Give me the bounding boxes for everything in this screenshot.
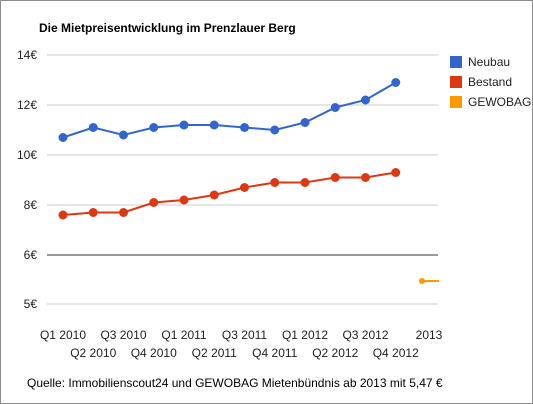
x-tick-label: Q1 2010: [40, 328, 86, 342]
x-tick-label: Q3 2011: [222, 328, 267, 342]
x-tick-label: Q3 2010: [100, 328, 146, 342]
data-point-neubau: [391, 78, 401, 87]
data-point-neubau: [149, 123, 159, 132]
data-point-neubau: [119, 130, 128, 140]
data-point-bestand: [179, 195, 189, 205]
x-tick-label: Q2 2011: [192, 346, 237, 360]
data-point-neubau: [330, 103, 340, 112]
data-point-bestand: [209, 190, 219, 200]
data-point-bestand: [119, 208, 128, 217]
x-tick-label: 2013: [416, 328, 443, 342]
x-tick-label: Q1 2012: [282, 328, 328, 342]
data-point-neubau: [270, 125, 280, 135]
data-point-bestand: [330, 173, 340, 182]
data-point-neubau: [179, 120, 189, 130]
legend-label-gewobag: GEWOBAG: [468, 95, 531, 109]
x-tick-label: Q2 2010: [70, 346, 116, 360]
series-line-neubau: [62, 81, 397, 139]
chart-title: Die Mietpreisentwicklung im Prenzlauer B…: [39, 21, 296, 35]
x-tick-label: Q4 2011: [252, 346, 297, 360]
data-point-gewobag: [419, 277, 425, 284]
y-tick-label: 6€: [24, 248, 38, 262]
x-tick-label: Q2 2012: [312, 346, 358, 360]
legend: Neubau Bestand GEWOBAG: [450, 55, 531, 109]
data-point-bestand: [149, 198, 159, 207]
y-tick-label: 8€: [24, 198, 38, 212]
data-point-bestand: [361, 173, 370, 182]
x-tick-label: Q4 2012: [373, 346, 419, 360]
data-point-bestand: [391, 168, 401, 177]
data-point-neubau: [88, 123, 98, 132]
y-axis-ticks: 5€ 6€ 8€ 10€ 12€ 14€: [17, 48, 37, 311]
x-tick-label: Q1 2011: [161, 328, 206, 342]
legend-swatch-neubau: [450, 56, 462, 68]
data-point-bestand: [88, 208, 98, 217]
legend-label-neubau: Neubau: [468, 55, 510, 69]
legend-swatch-bestand: [450, 76, 462, 88]
source-note: Quelle: Immobilienscout24 und GEWOBAG Mi…: [27, 376, 443, 390]
data-point-neubau: [209, 120, 219, 130]
x-axis-ticks: Q1 2010 Q2 2010 Q3 2010 Q4 2010 Q1 2011 Q2 20…: [40, 328, 443, 360]
series-line-bestand: [62, 171, 396, 216]
series-points: [58, 78, 425, 284]
x-tick-label: Q3 2012: [342, 328, 388, 342]
grid-lines: [47, 54, 438, 305]
data-point-neubau: [240, 123, 249, 132]
y-tick-label: 10€: [17, 148, 37, 162]
data-point-bestand: [58, 210, 68, 220]
data-point-neubau: [58, 133, 68, 142]
y-tick-label: 5€: [24, 297, 38, 311]
data-point-bestand: [300, 178, 310, 187]
legend-label-bestand: Bestand: [468, 75, 512, 89]
y-tick-label: 14€: [17, 48, 37, 62]
data-point-neubau: [361, 95, 370, 105]
data-point-bestand: [270, 178, 280, 187]
x-tick-label: Q4 2010: [131, 346, 177, 360]
legend-swatch-gewobag: [450, 96, 462, 108]
y-tick-label: 12€: [17, 98, 37, 112]
series-lines: [62, 81, 439, 282]
data-point-neubau: [300, 118, 310, 127]
data-point-bestand: [240, 183, 249, 192]
